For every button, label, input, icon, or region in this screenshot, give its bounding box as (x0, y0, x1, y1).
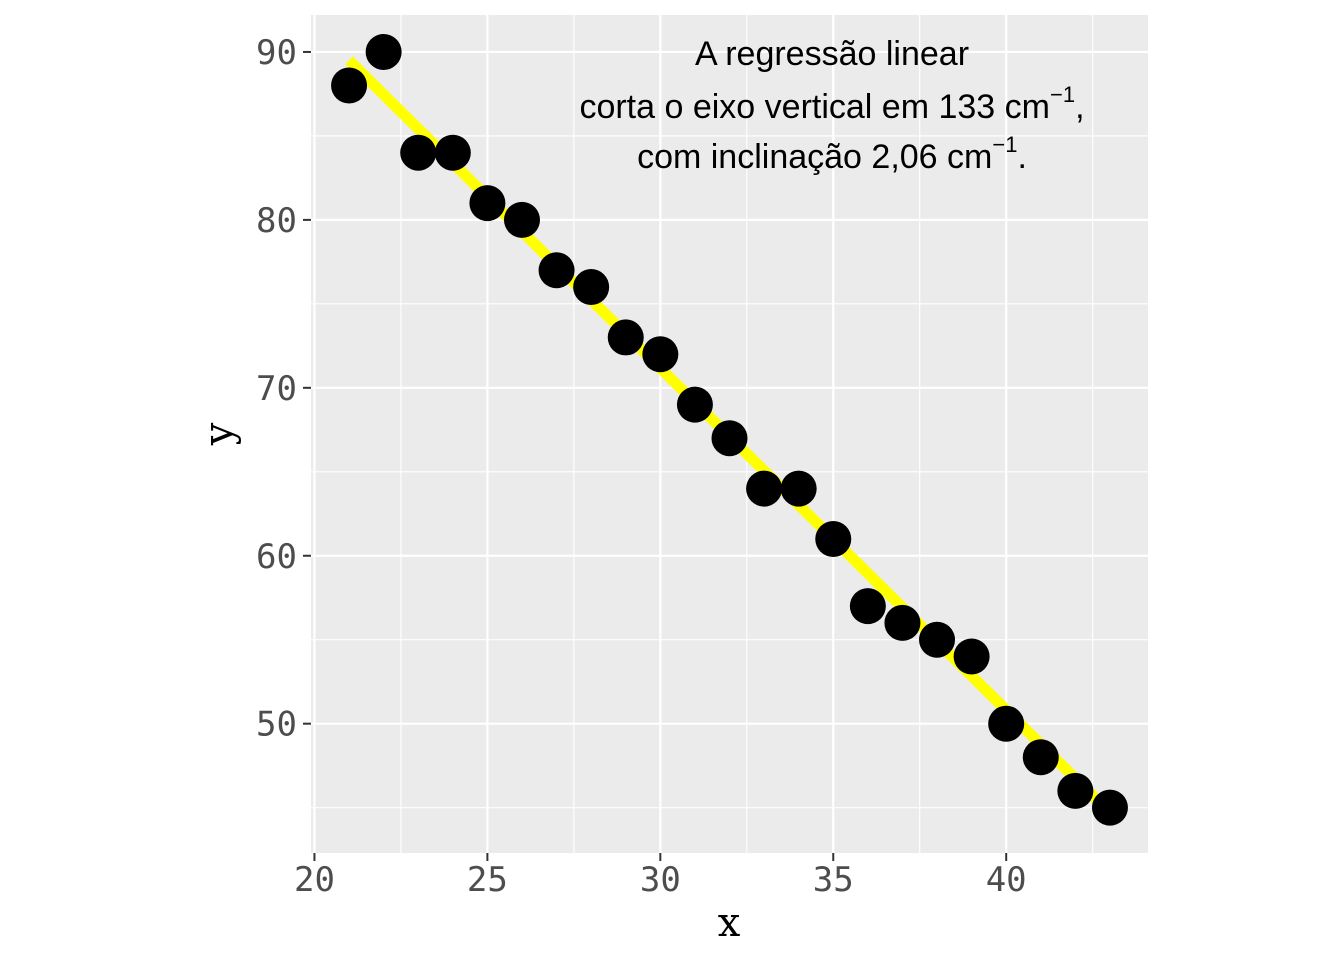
annotation: A regressão linear corta o eixo vertical… (579, 35, 1084, 176)
annotation-line-3-text: com inclinação 2,06 cm (637, 138, 992, 176)
data-point (953, 638, 990, 675)
data-points (331, 33, 1128, 826)
x-tick-label: 40 (986, 860, 1027, 900)
data-point (676, 386, 713, 423)
data-point (642, 336, 679, 373)
data-point (503, 201, 540, 238)
y-axis: 50 60 70 80 90 (256, 33, 311, 745)
data-point (538, 252, 575, 289)
y-tick-label: 80 (256, 201, 297, 241)
annotation-line-2-end: , (1075, 88, 1084, 126)
data-point (815, 520, 852, 557)
y-tick-label: 50 (256, 705, 297, 745)
data-point (1057, 772, 1094, 809)
data-point (746, 470, 783, 507)
data-point (711, 420, 748, 457)
data-point (849, 588, 886, 625)
x-tick-label: 20 (294, 860, 335, 900)
annotation-line-2: corta o eixo vertical em 133 cm−1, (579, 82, 1084, 126)
data-point (400, 134, 437, 171)
data-point (469, 185, 506, 222)
y-tick-label: 60 (256, 537, 297, 577)
data-point (1091, 789, 1128, 826)
annotation-line-3-superscript: −1 (992, 132, 1017, 157)
annotation-line-3: com inclinação 2,06 cm−1. (637, 132, 1027, 176)
data-point (884, 604, 921, 641)
y-tick-label: 70 (256, 369, 297, 409)
data-point (919, 621, 956, 658)
data-point (573, 269, 610, 306)
major-gridlines (311, 15, 1148, 853)
data-point (988, 705, 1025, 742)
annotation-line-2-text: corta o eixo vertical em 133 cm (579, 88, 1050, 126)
data-point (1022, 739, 1059, 776)
x-axis: 20 25 30 35 40 (294, 853, 1027, 900)
x-tick-label: 25 (467, 860, 508, 900)
x-tick-label: 35 (813, 860, 854, 900)
data-point (331, 67, 368, 104)
data-point (607, 319, 644, 356)
x-axis-title: x (718, 900, 741, 946)
y-tick-label: 90 (256, 33, 297, 73)
y-axis-title: y (196, 422, 242, 446)
data-point (780, 470, 817, 507)
annotation-line-3-end: . (1017, 138, 1026, 176)
data-point (365, 33, 402, 70)
annotation-line-1: A regressão linear (695, 35, 969, 73)
data-point (434, 134, 471, 171)
annotation-line-2-superscript: −1 (1050, 82, 1075, 107)
x-tick-label: 30 (640, 860, 681, 900)
